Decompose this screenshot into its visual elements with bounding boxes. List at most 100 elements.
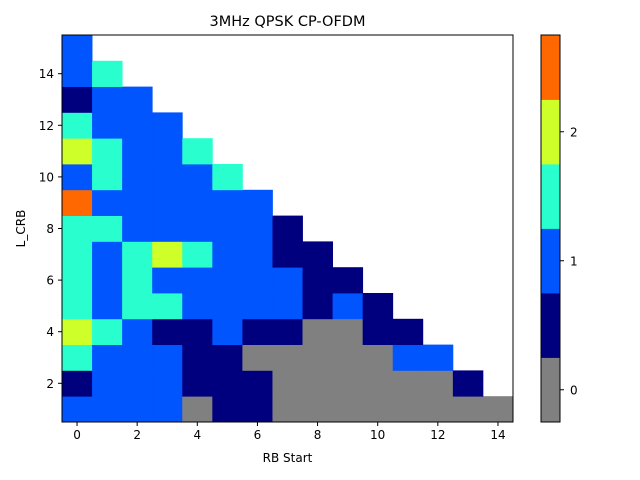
heatmap-cell: [182, 396, 213, 423]
heatmap-cell: [272, 396, 303, 423]
heatmap-cell: [332, 267, 364, 294]
heatmap-cell: [182, 215, 213, 242]
heatmap-cell: [92, 112, 123, 139]
chart-title: 3MHz QPSK CP-OFDM: [210, 14, 366, 30]
heatmap-cell: [122, 318, 153, 345]
heatmap-cell: [302, 241, 333, 268]
heatmap-cell: [182, 318, 213, 345]
heatmap-cell: [242, 293, 273, 320]
colorbar-tick-label: 2: [570, 125, 578, 139]
heatmap-cell: [92, 86, 123, 113]
heatmap-cell: [422, 370, 454, 397]
heatmap-cell: [212, 370, 243, 397]
heatmap-cell: [302, 370, 333, 397]
heatmap-cell: [242, 370, 273, 397]
heatmap-cell: [332, 344, 364, 371]
heatmap-cell: [122, 267, 153, 294]
heatmap-cell: [152, 215, 183, 242]
heatmap-cell: [62, 138, 93, 165]
heatmap-cell: [122, 112, 153, 139]
heatmap-cell: [242, 267, 273, 294]
heatmap-cell: [332, 293, 364, 320]
heatmap-cell: [152, 396, 183, 423]
heatmap-cell: [302, 344, 333, 371]
heatmap-cell: [182, 370, 213, 397]
heatmap-cell: [212, 318, 243, 345]
heatmap-cell: [362, 370, 394, 397]
heatmap-cell: [212, 189, 243, 216]
x-tick-label: 10: [370, 428, 385, 442]
heatmap-cell: [122, 164, 153, 191]
heatmap-cell: [212, 344, 243, 371]
colorbar-frame: [540, 34, 561, 423]
heatmap-cell: [122, 138, 153, 165]
heatmap-cells: [62, 35, 514, 423]
colorbar-segment: [541, 164, 560, 229]
heatmap-cell: [152, 370, 183, 397]
heatmap-cell: [152, 344, 183, 371]
heatmap-cell: [92, 189, 123, 216]
heatmap-cell: [62, 35, 93, 62]
y-tick-label: 8: [46, 222, 54, 236]
heatmap-cell: [182, 344, 213, 371]
heatmap-cell: [92, 318, 123, 345]
y-tick-label: 10: [39, 170, 54, 184]
y-tick-label: 12: [39, 119, 54, 133]
heatmap-cell: [392, 370, 424, 397]
heatmap-cell: [152, 293, 183, 320]
heatmap-cell: [92, 293, 123, 320]
heatmap-cell: [62, 215, 93, 242]
heatmap-cell: [152, 318, 183, 345]
heatmap-cell: [152, 267, 183, 294]
heatmap-cell: [92, 138, 123, 165]
heatmap-cell: [212, 396, 243, 423]
heatmap-cell: [482, 396, 514, 423]
heatmap-cell: [242, 215, 273, 242]
heatmap-cell: [362, 344, 394, 371]
colorbar-segment: [541, 293, 560, 358]
heatmap-cell: [212, 241, 243, 268]
heatmap-cell: [242, 396, 273, 423]
heatmap-cell: [62, 344, 93, 371]
y-tick-label: 6: [46, 274, 54, 288]
heatmap-cell: [272, 267, 303, 294]
heatmap-cell: [62, 164, 93, 191]
heatmap-cell: [392, 318, 424, 345]
heatmap-cell: [242, 241, 273, 268]
heatmap-cell: [182, 138, 213, 165]
heatmap-cell: [422, 344, 454, 371]
heatmap-cell: [182, 164, 213, 191]
heatmap-cell: [302, 396, 333, 423]
heatmap-cell: [182, 267, 213, 294]
colorbar-segment: [541, 35, 560, 100]
heatmap-cell: [92, 241, 123, 268]
heatmap-cell: [362, 293, 394, 320]
heatmap-cell: [422, 396, 454, 423]
heatmap-cell: [62, 86, 93, 113]
heatmap-cell: [62, 189, 93, 216]
heatmap-cell: [302, 293, 333, 320]
colorbar-segment: [541, 99, 560, 165]
heatmap-cell: [182, 293, 213, 320]
y-tick-label: 2: [46, 377, 54, 391]
heatmap-cell: [62, 267, 93, 294]
x-axis-label: RB Start: [263, 451, 313, 465]
heatmap-cell: [452, 396, 484, 423]
heatmap-cell: [152, 164, 183, 191]
colorbar-segment: [541, 357, 560, 423]
x-tick-label: 4: [193, 428, 201, 442]
y-axis-label: L_CRB: [14, 210, 28, 248]
heatmap-cell: [242, 189, 273, 216]
heatmap-cell: [272, 241, 303, 268]
heatmap-cell: [272, 370, 303, 397]
heatmap-cell: [332, 396, 364, 423]
x-tick-label: 6: [254, 428, 262, 442]
heatmap-cell: [122, 344, 153, 371]
y-axis-ticks: 2 4 6 8 10 12 14: [39, 67, 62, 391]
heatmap-cell: [92, 370, 123, 397]
heatmap-cell: [62, 241, 93, 268]
x-tick-label: 14: [490, 428, 505, 442]
heatmap-cell: [212, 164, 243, 191]
heatmap-cell: [212, 215, 243, 242]
